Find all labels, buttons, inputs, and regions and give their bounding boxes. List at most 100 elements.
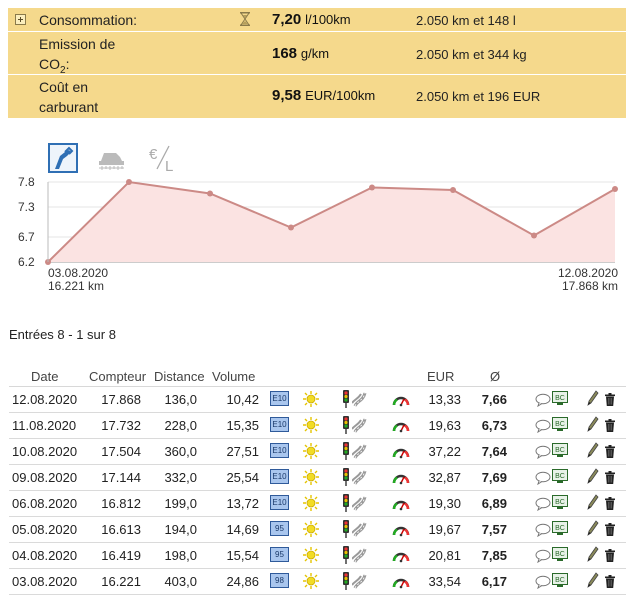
trash-icon[interactable] [605,575,615,591]
header-date[interactable]: Date [31,369,59,384]
cell-counter: 17.504 [101,444,141,459]
cell-distance: 194,0 [164,522,197,537]
cell-eur: 13,33 [428,392,461,407]
edit-pencil-icon[interactable] [587,494,599,513]
bc-icon[interactable]: BC [552,417,568,435]
sun-icon [303,443,319,462]
traffic-light-icon [342,546,350,567]
cell-counter: 17.144 [101,470,141,485]
cell-counter: 16.613 [101,522,141,537]
trash-icon[interactable] [605,497,615,513]
comment-icon[interactable] [535,549,551,566]
chart-point[interactable] [450,187,456,193]
gauge-icon [392,497,410,514]
gauge-icon [392,549,410,566]
road-icon [351,521,368,540]
trash-icon[interactable] [605,419,615,435]
bc-icon[interactable]: BC [552,443,568,461]
bc-icon[interactable]: BC [552,469,568,487]
cell-eur: 33,54 [428,574,461,589]
cell-distance: 198,0 [164,548,197,563]
cell-eur: 19,30 [428,496,461,511]
chart-series-line [47,180,616,263]
bc-icon[interactable]: BC [552,521,568,539]
trash-icon[interactable] [605,471,615,487]
cell-volume: 15,54 [226,548,259,563]
cell-date: 05.08.2020 [12,522,78,537]
header-counter[interactable]: Compteur [89,369,147,384]
traffic-light-icon [342,468,350,489]
comment-icon[interactable] [535,445,551,462]
table-row[interactable]: 11.08.2020 17.732 228,0 15,35 E10 19,63 6,73 BC [9,413,626,439]
table-row[interactable]: 06.08.2020 16.812 199,0 13,72 E10 19,30 6,89 BC [9,491,626,517]
comment-icon[interactable] [535,523,551,540]
fuel-type-badge: E10 [270,391,289,406]
table-row[interactable]: 03.08.2020 16.221 403,0 24,86 98 33,54 6,17 BC [9,569,626,595]
chart-point[interactable] [126,179,132,185]
trash-icon[interactable] [605,549,615,565]
cell-average: 7,66 [481,392,507,407]
cell-date: 03.08.2020 [12,574,78,589]
cell-date: 06.08.2020 [12,496,78,511]
edit-pencil-icon[interactable] [587,468,599,487]
table-row[interactable]: 12.08.2020 17.868 136,0 10,42 E10 13,33 7,66 BC [9,387,626,413]
cell-date: 10.08.2020 [12,444,78,459]
sun-icon [303,573,319,592]
road-icon [351,417,368,436]
bc-icon[interactable]: BC [552,391,568,409]
header-eur[interactable]: EUR [427,369,455,384]
header-distance[interactable]: Distance [154,369,205,384]
cell-average: 6,89 [481,496,507,511]
table-body: 12.08.2020 17.868 136,0 10,42 E10 13,33 7,66 BC… [9,387,626,595]
gauge-icon [392,575,410,592]
co2-value: 168 g/km [272,45,330,62]
cell-date: 09.08.2020 [12,470,78,485]
fuel-type-badge: E10 [270,469,289,484]
trash-icon[interactable] [605,393,615,409]
edit-pencil-icon[interactable] [587,572,599,591]
header-volume[interactable]: Volume [212,369,256,384]
traffic-light-icon [342,442,350,463]
edit-pencil-icon[interactable] [587,416,599,435]
co2-total: 2.050 km et 344 kg [416,47,527,62]
fuel-type-badge: E10 [270,417,289,432]
trash-icon[interactable] [605,523,615,539]
table-row[interactable]: 09.08.2020 17.144 332,0 25,54 E10 32,87 7,69 BC [9,465,626,491]
cell-distance: 136,0 [164,392,197,407]
fuel-pump-icon[interactable] [48,143,78,173]
cell-eur: 32,87 [428,470,461,485]
sun-icon [303,495,319,514]
edit-pencil-icon[interactable] [587,442,599,461]
table-row[interactable]: 05.08.2020 16.613 194,0 14,69 95 19,67 7,57 BC [9,517,626,543]
expand-toggle-icon[interactable] [15,14,26,25]
euro-per-liter-icon[interactable]: € L [148,143,178,175]
cell-distance: 228,0 [164,418,197,433]
edit-pencil-icon[interactable] [587,520,599,539]
cell-volume: 14,69 [226,522,259,537]
chart-point[interactable] [207,190,213,197]
comment-icon[interactable] [535,471,551,488]
bc-icon[interactable]: BC [552,495,568,513]
gauge-icon [392,445,410,462]
comment-icon[interactable] [535,497,551,514]
bc-icon[interactable]: BC [552,547,568,565]
table-row[interactable]: 10.08.2020 17.504 360,0 27,51 E10 37,22 7,64 BC [9,439,626,465]
comment-icon[interactable] [535,419,551,436]
table-row[interactable]: 04.08.2020 16.419 198,0 15,54 95 20,81 7,85 BC [9,543,626,569]
edit-pencil-icon[interactable] [587,390,599,409]
chart-point[interactable] [369,184,375,191]
chart-point[interactable] [531,232,537,239]
cell-average: 6,17 [481,574,507,589]
chart-point[interactable] [288,224,294,231]
svg-text:BC: BC [555,577,565,584]
svg-text:BC: BC [555,525,565,532]
comment-icon[interactable] [535,575,551,592]
edit-pencil-icon[interactable] [587,546,599,565]
car-speed-icon[interactable] [96,143,126,173]
trash-icon[interactable] [605,445,615,461]
comment-icon[interactable] [535,393,551,410]
chart-point[interactable] [612,186,618,192]
svg-text:BC: BC [555,447,565,454]
bc-icon[interactable]: BC [552,573,568,591]
header-average[interactable]: Ø [490,369,501,384]
